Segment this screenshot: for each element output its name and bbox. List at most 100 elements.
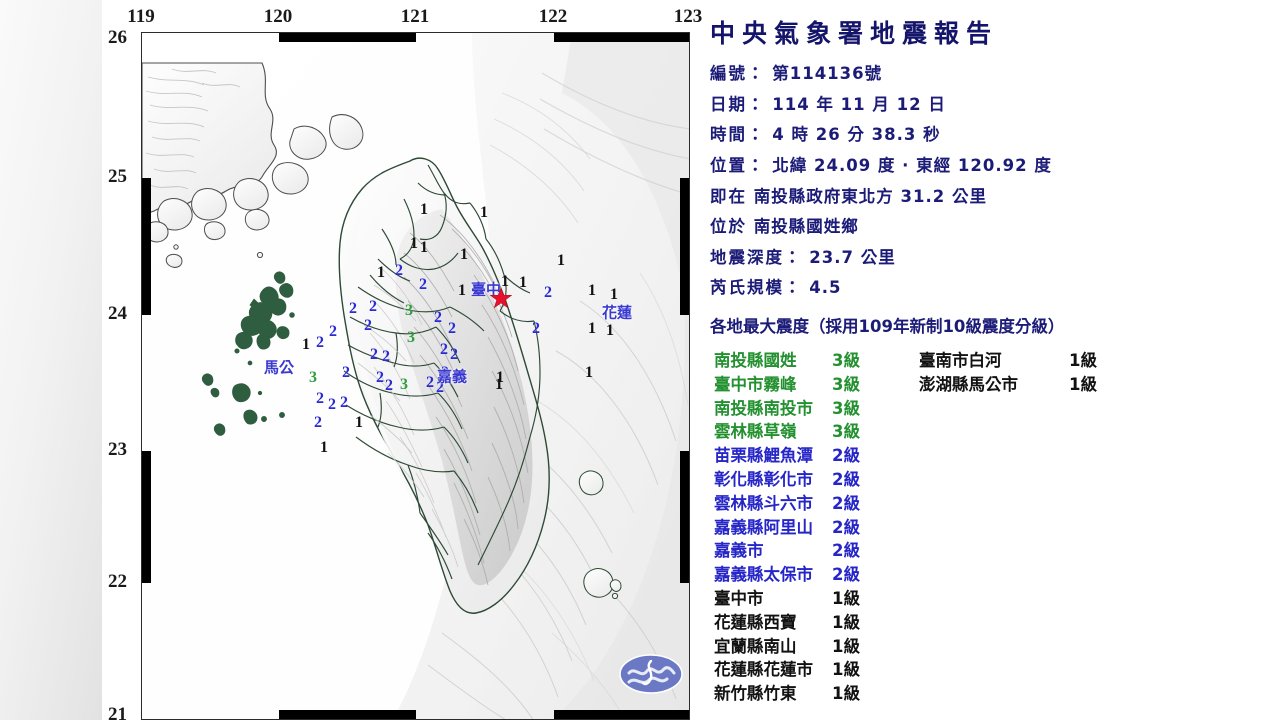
intensity-mark: 1 bbox=[480, 204, 488, 221]
intensity-mark: 3 bbox=[405, 302, 413, 319]
report-line-value: 北緯 24.09 度 · 東經 120.92 度 bbox=[765, 155, 1052, 175]
intensity-level: 3級 bbox=[832, 351, 860, 370]
report-line-label: 位於 bbox=[710, 217, 747, 237]
tick-segment bbox=[554, 33, 689, 42]
intensity-mark: 1 bbox=[496, 369, 504, 386]
intensity-place: 苗栗縣鯉魚潭 bbox=[714, 446, 813, 466]
report-line-label: 時間： bbox=[710, 125, 766, 145]
report-line: 即在 南投縣政府東北方 31.2 公里 bbox=[710, 187, 1280, 208]
map-tickbar-top bbox=[142, 33, 689, 42]
map-tickbar-right bbox=[680, 33, 689, 719]
intensity-level: 2級 bbox=[832, 541, 860, 561]
intensity-level: 2級 bbox=[832, 493, 860, 513]
intensity-mark: 1 bbox=[377, 264, 385, 281]
tick-segment bbox=[142, 451, 151, 583]
tick-segment bbox=[279, 33, 416, 42]
intensity-column-left: 南投縣國姓 3級 臺中市霧峰 3級 南投縣南投市 3級 雲林縣草嶺 3級 苗栗縣鯉魚潭 2級 彰化縣… bbox=[714, 347, 919, 704]
intensity-mark: 2 bbox=[426, 374, 434, 391]
intensity-mark: 1 bbox=[420, 239, 428, 256]
intensity-place: 嘉義縣阿里山 bbox=[714, 517, 813, 537]
report-line-value: 4 時 26 分 38.3 秒 bbox=[765, 125, 941, 145]
intensity-mark: 2 bbox=[342, 364, 350, 381]
intensity-mark: 1 bbox=[557, 252, 565, 269]
intensity-level: 2級 bbox=[832, 565, 860, 585]
intensity-level: 3級 bbox=[832, 374, 860, 394]
intensity-row: 嘉義縣太保市 2級 bbox=[714, 561, 919, 585]
intensity-mark: 2 bbox=[532, 320, 540, 337]
intensity-mark: 1 bbox=[610, 286, 618, 303]
intensity-place: 宜蘭縣南山 bbox=[714, 636, 797, 656]
intensity-mark: 2 bbox=[328, 396, 336, 413]
report-line: 日期： 114 年 11 月 12 日 bbox=[710, 95, 1280, 116]
report-line-label: 位置： bbox=[710, 155, 766, 175]
tick-segment bbox=[279, 710, 416, 719]
intensity-mark: 2 bbox=[349, 300, 357, 317]
intensity-mark: 2 bbox=[364, 317, 372, 334]
intensity-mark: 2 bbox=[370, 346, 378, 363]
report-line-label: 編號： bbox=[710, 64, 766, 83]
intensity-level: 2級 bbox=[832, 469, 860, 489]
intensity-level: 3級 bbox=[832, 398, 860, 418]
intensity-level: 3級 bbox=[832, 422, 860, 442]
intensity-mark: 1 bbox=[420, 201, 428, 218]
intensity-row: 南投縣南投市 3級 bbox=[714, 395, 919, 419]
lat-tick-label: 22 bbox=[108, 571, 127, 592]
intensity-level: 1級 bbox=[1069, 374, 1097, 394]
lon-tick-label: 123 bbox=[673, 6, 703, 27]
intensity-mark: 3 bbox=[309, 369, 317, 386]
intensity-place: 澎湖縣馬公市 bbox=[919, 374, 1018, 394]
intensity-mark: 2 bbox=[382, 348, 390, 365]
intensity-level: 1級 bbox=[832, 684, 860, 704]
intensity-place: 花蓮縣西寶 bbox=[714, 612, 797, 632]
intensity-row: 雲林縣草嶺 3級 bbox=[714, 418, 919, 442]
report-line-label: 日期： bbox=[710, 94, 766, 114]
intensity-place: 臺南市白河 bbox=[919, 351, 1002, 370]
intensity-row: 臺中市霧峰 3級 bbox=[714, 371, 919, 395]
intensity-mark: 2 bbox=[419, 276, 427, 293]
intensity-row: 南投縣國姓 3級 bbox=[714, 347, 919, 371]
report-line: 編號： 第114136號 bbox=[710, 64, 1280, 85]
map-city-label: 馬公 bbox=[263, 358, 295, 377]
report-line-value: 4.5 bbox=[802, 278, 842, 298]
intensity-mark: 1 bbox=[355, 414, 363, 431]
report-line: 地震深度： 23.7 公里 bbox=[710, 248, 1280, 269]
intensity-row: 彰化縣彰化市 2級 bbox=[714, 466, 919, 490]
report-line: 位置： 北緯 24.09 度 · 東經 120.92 度 bbox=[710, 156, 1280, 177]
map-city-label: 花蓮 bbox=[601, 303, 633, 322]
intensity-mark: 2 bbox=[440, 341, 448, 358]
intensity-mark: 2 bbox=[314, 414, 322, 431]
lon-tick-label: 121 bbox=[400, 6, 430, 27]
seismic-intensity-map: 119 120 121 122 123 26 25 24 23 22 21 bbox=[102, 0, 703, 720]
tick-segment bbox=[554, 710, 689, 719]
intensity-mark: 1 bbox=[410, 235, 418, 252]
intensity-table: 南投縣國姓 3級 臺中市霧峰 3級 南投縣南投市 3級 雲林縣草嶺 3級 苗栗縣鯉魚潭 2級 彰化縣… bbox=[714, 347, 1280, 704]
map-city-label: 臺中 bbox=[470, 280, 502, 299]
intensity-place: 花蓮縣花蓮市 bbox=[714, 660, 813, 680]
report-line-label: 芮氏規模： bbox=[710, 278, 803, 298]
intensity-mark: 2 bbox=[329, 323, 337, 340]
intensity-mark: 1 bbox=[501, 273, 509, 290]
intensity-mark: 1 bbox=[588, 320, 596, 337]
report-title: 中央氣象署地震報告 bbox=[710, 19, 999, 48]
intensity-level: 2級 bbox=[832, 446, 860, 466]
intensity-place: 南投縣南投市 bbox=[714, 398, 813, 418]
lat-tick-label: 26 bbox=[108, 27, 127, 48]
intensity-place: 臺中市 bbox=[714, 588, 764, 608]
intensity-row: 嘉義縣阿里山 2級 bbox=[714, 514, 919, 538]
cwa-logo bbox=[619, 653, 683, 695]
intensity-level: 1級 bbox=[832, 636, 860, 656]
intensity-row: 花蓮縣花蓮市 1級 bbox=[714, 656, 919, 680]
intensity-mark: 2 bbox=[395, 262, 403, 279]
intensity-level: 1級 bbox=[832, 660, 860, 680]
intensity-mark: 2 bbox=[436, 379, 444, 396]
report-line-label: 地震深度： bbox=[710, 247, 803, 267]
intensity-mark: 2 bbox=[376, 369, 384, 386]
intensity-place: 新竹縣竹東 bbox=[714, 684, 797, 704]
intensity-level: 1級 bbox=[832, 612, 860, 632]
intensity-mark: 3 bbox=[400, 376, 408, 393]
intensity-mark: 1 bbox=[320, 439, 328, 456]
intensity-mark: 2 bbox=[340, 394, 348, 411]
intensity-mark: 2 bbox=[434, 309, 442, 326]
